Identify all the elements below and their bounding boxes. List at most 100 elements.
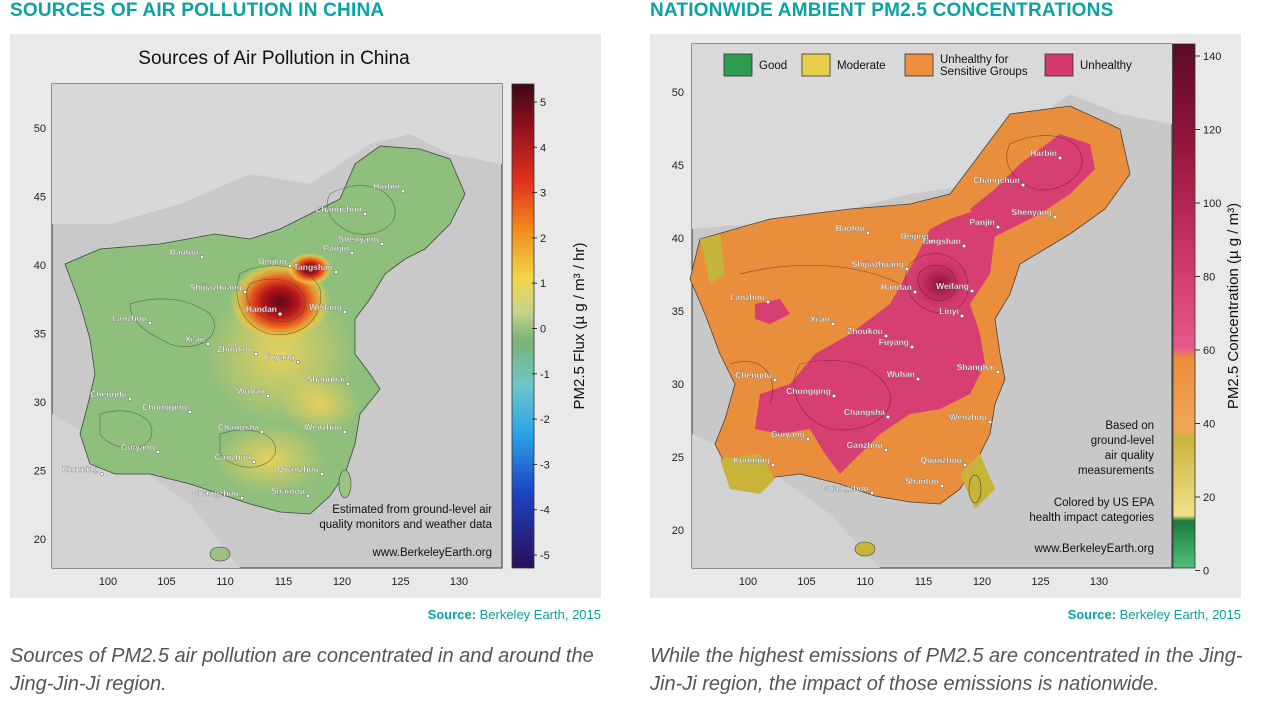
x-tick-label: 120 — [333, 576, 351, 588]
city-marker — [266, 394, 271, 399]
city-marker — [996, 370, 1001, 375]
city-label: Changchun — [315, 204, 362, 214]
city-marker — [288, 263, 293, 268]
colorbar-tick-label: 1 — [540, 278, 546, 290]
y-tick-label: 35 — [34, 329, 46, 341]
x-tick-label: 115 — [915, 576, 933, 588]
city-label: Guiyang — [771, 429, 805, 439]
colorbar-tick-label: 80 — [1203, 272, 1215, 284]
city-marker — [883, 448, 888, 453]
right-caption: While the highest emissions of PM2.5 are… — [650, 645, 1243, 695]
city-marker — [401, 188, 406, 193]
x-tick-label: 100 — [739, 576, 757, 588]
legend-swatch — [723, 53, 753, 77]
city-marker — [765, 300, 770, 305]
right-section-title: NATIONWIDE AMBIENT PM2.5 CONCENTRATIONS — [650, 0, 1114, 21]
city-marker — [199, 254, 204, 259]
y-tick-label: 20 — [34, 534, 46, 546]
city-marker — [363, 211, 368, 216]
city-label: Wuhan — [887, 369, 915, 379]
x-tick-label: 115 — [275, 576, 293, 588]
city-marker — [346, 382, 351, 387]
city-marker — [930, 238, 935, 243]
city-marker — [772, 378, 777, 383]
city-label: Fuyang — [879, 337, 909, 347]
city-marker — [155, 450, 160, 455]
city-label: Lanzhou — [112, 313, 147, 323]
city-label: Shenyang — [338, 234, 379, 244]
city-label: Harbin — [373, 181, 400, 191]
colorbar-tick-label: 3 — [540, 188, 546, 200]
city-marker — [1021, 182, 1026, 187]
city-marker — [970, 288, 975, 293]
south-warm-zone — [215, 424, 325, 494]
estimate-note-line2: quality monitors and weather data — [319, 519, 492, 531]
y-tick-label: 50 — [672, 87, 684, 99]
city-marker — [350, 250, 355, 255]
city-label: Chongqing — [786, 386, 831, 396]
city-label: Baotou — [170, 247, 199, 257]
unhealthy-zone-northeast — [970, 134, 1095, 239]
neighbor-land-north — [692, 44, 1172, 229]
city-label: Kunming — [733, 455, 770, 465]
y-tick-label: 25 — [34, 466, 46, 478]
measurement-note: Based on ground-level air quality measureme… — [1078, 420, 1154, 477]
y-tick-label: 30 — [34, 397, 46, 409]
city-label: Linyi — [939, 306, 959, 316]
city-label: Zhoukou — [217, 344, 253, 354]
city-marker — [380, 241, 385, 246]
city-label: Shijiazhuang — [852, 259, 904, 269]
city-marker — [1058, 155, 1063, 160]
city-label: Harbin — [1030, 148, 1057, 158]
x-tick-label: 100 — [99, 576, 117, 588]
x-tick-label: 110 — [856, 576, 874, 588]
moderate-zone-southwest — [720, 454, 775, 494]
city-marker — [1053, 214, 1058, 219]
pollution-sources-map: Sources of Air Pollution in China 100 105… — [34, 48, 588, 588]
left-panel: SOURCES OF AIR POLLUTION IN CHINA — [0, 0, 625, 705]
x-tick-label: 120 — [973, 576, 991, 588]
estimate-note-line1: Estimated from ground-level air — [332, 504, 492, 516]
right-website: www.BerkeleyEarth.org — [1033, 543, 1154, 555]
city-marker — [334, 269, 339, 274]
city-label: Wenzhou — [949, 412, 987, 422]
flux-contours — [99, 185, 396, 468]
city-marker — [831, 394, 836, 399]
x-tick-label: 110 — [216, 576, 234, 588]
measurement-note-line: ground-level — [1091, 435, 1154, 447]
x-tick-label: 125 — [1031, 576, 1049, 588]
colorbar-tick-label: -1 — [540, 369, 550, 381]
flux-colorbar-ticks: 5 4 3 2 1 0 -1 -2 -3 -4 -5 — [532, 97, 550, 562]
tangshan-hotspot — [288, 253, 332, 285]
x-tick-label: 105 — [797, 576, 815, 588]
right-source-line: Source: Berkeley Earth, 2015 — [1068, 607, 1241, 622]
city-marker — [251, 460, 256, 465]
city-marker — [259, 430, 264, 435]
city-label: Changchun — [973, 175, 1020, 185]
city-marker — [883, 334, 888, 339]
city-label: Shijiazhuang — [190, 282, 242, 292]
city-marker — [296, 360, 301, 365]
city-label: Beijing — [259, 256, 287, 266]
colorbar-tick-label: 140 — [1203, 51, 1221, 63]
neighbor-land-north — [52, 84, 502, 224]
legend-swatch — [801, 53, 831, 77]
city-label: Changsha — [844, 407, 885, 417]
unhealthy-zone-lanzhou — [755, 299, 790, 324]
colorbar-tick-label: -4 — [540, 505, 550, 517]
left-source-text: Berkeley Earth, 2015 — [479, 607, 601, 622]
colorbar-tick-label: -5 — [540, 550, 550, 562]
left-website: www.BerkeleyEarth.org — [371, 547, 492, 559]
city-label: Shanghai — [957, 362, 995, 372]
taiwan-island — [338, 469, 352, 499]
y-tick-label: 45 — [34, 192, 46, 204]
city-marker — [988, 420, 993, 425]
city-label: Quanzhou — [277, 464, 319, 474]
colorbar-tick-label: 20 — [1203, 492, 1215, 504]
city-marker — [770, 463, 775, 468]
measurement-note-line: Based on — [1105, 420, 1154, 432]
colorbar-tick-label: 100 — [1203, 198, 1221, 210]
legend-label: Unhealthy for — [940, 54, 1009, 66]
y-tick-label: 30 — [672, 379, 684, 391]
